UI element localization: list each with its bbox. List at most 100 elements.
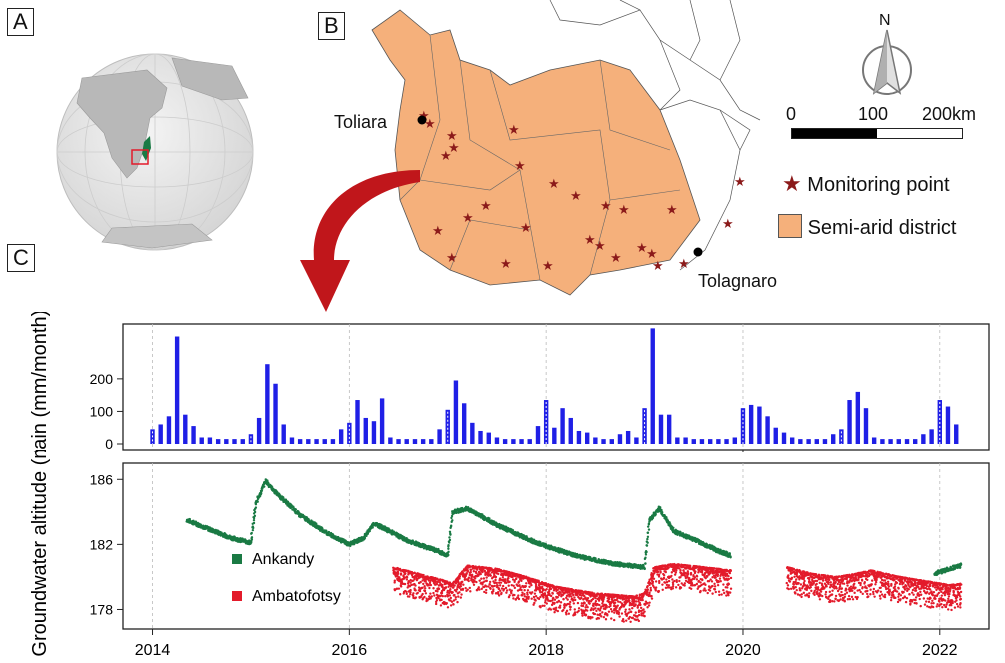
gw-point xyxy=(629,610,633,614)
rain-bar xyxy=(174,336,180,444)
gw-point xyxy=(418,589,422,593)
rain-bar xyxy=(470,422,475,444)
gw-point xyxy=(495,581,499,585)
gw-point xyxy=(311,522,314,525)
gw-point xyxy=(412,592,415,595)
gw-point xyxy=(718,593,721,597)
gw-point xyxy=(446,554,449,557)
gw-plot-frame xyxy=(122,462,990,630)
gw-point xyxy=(380,524,383,527)
gw-points xyxy=(185,478,963,623)
rain-bar xyxy=(929,429,934,444)
gw-point xyxy=(543,592,547,595)
gw-point xyxy=(577,607,581,610)
gw-point xyxy=(671,585,675,588)
rain-bar xyxy=(494,437,500,444)
gw-point xyxy=(488,517,491,520)
scalebar xyxy=(791,128,963,139)
gw-point xyxy=(787,576,790,580)
gw-point xyxy=(480,587,483,591)
gw-point xyxy=(647,523,651,526)
gw-point xyxy=(718,577,722,580)
gw-point xyxy=(466,570,469,573)
gw-point xyxy=(605,604,608,608)
gw-point xyxy=(531,591,534,594)
gw-point xyxy=(502,587,506,591)
rain-bar xyxy=(732,437,738,444)
gw-point xyxy=(453,584,456,587)
gw-point xyxy=(260,489,264,492)
rain-bar xyxy=(871,437,877,444)
gw-point xyxy=(599,612,602,616)
gw-point xyxy=(632,599,636,602)
rain-bar xyxy=(297,439,303,444)
rain-bar xyxy=(552,427,557,444)
gw-point xyxy=(580,596,583,600)
gw-point xyxy=(665,578,668,581)
gw-point xyxy=(729,555,732,558)
gw-point xyxy=(612,618,616,622)
gw-point xyxy=(499,581,503,584)
rain-bar xyxy=(453,380,459,444)
gw-point xyxy=(544,599,547,602)
north-arrow-icon xyxy=(862,29,912,95)
gw-point xyxy=(635,600,638,603)
gw-point xyxy=(450,516,453,520)
rain-bar xyxy=(445,409,450,444)
city-label-toliara: Toliara xyxy=(334,112,388,132)
rain-bar xyxy=(617,434,623,444)
gw-point xyxy=(645,544,649,547)
gw-point xyxy=(497,572,500,576)
rain-bar xyxy=(765,416,770,444)
gw-point xyxy=(521,591,524,594)
gw-point xyxy=(567,612,571,615)
gw-point xyxy=(428,595,431,598)
gw-point xyxy=(710,580,714,583)
gw-point xyxy=(441,583,444,587)
gw-point xyxy=(667,584,671,587)
gw-point xyxy=(694,570,697,573)
rain-bar xyxy=(486,432,491,444)
gw-point xyxy=(250,536,254,539)
gw-point xyxy=(321,527,324,530)
gw-point xyxy=(631,607,634,610)
gw-point xyxy=(427,544,430,548)
gw-point xyxy=(699,581,702,584)
gw-point xyxy=(700,578,704,581)
gw-point xyxy=(478,588,481,591)
gw-point xyxy=(440,598,443,602)
gw-point xyxy=(664,570,667,574)
gw-point xyxy=(444,586,448,589)
antarctica-landmass xyxy=(101,223,213,249)
gw-point xyxy=(654,589,657,592)
gw-point xyxy=(455,590,458,593)
gw-point xyxy=(667,579,671,583)
rain-bar xyxy=(912,439,918,444)
gw-point xyxy=(500,591,503,595)
gw-point xyxy=(659,570,662,574)
gw-point xyxy=(505,581,508,585)
gw-point xyxy=(675,569,678,572)
gw-point xyxy=(458,575,462,578)
gw-series-ankandy xyxy=(185,478,963,577)
gw-point xyxy=(393,579,396,582)
gw-point xyxy=(634,611,637,614)
gw-point xyxy=(496,584,499,587)
gw-point xyxy=(726,586,729,589)
rain-bar xyxy=(363,417,368,444)
gw-point xyxy=(573,613,577,616)
gw-point xyxy=(571,598,575,602)
rain-bar xyxy=(625,430,631,444)
rain-bar xyxy=(683,437,688,444)
gw-point xyxy=(683,584,686,587)
panel-label-c: C xyxy=(7,244,35,272)
gw-point xyxy=(622,620,625,623)
gw-point xyxy=(451,519,454,522)
gw-point xyxy=(409,588,412,592)
gw-point xyxy=(251,528,255,532)
rain-y-tick-label: 100 xyxy=(90,403,114,419)
rain-bar xyxy=(289,437,295,444)
rain-bar xyxy=(724,439,729,444)
gw-point xyxy=(477,586,480,589)
gw-point xyxy=(472,583,476,586)
